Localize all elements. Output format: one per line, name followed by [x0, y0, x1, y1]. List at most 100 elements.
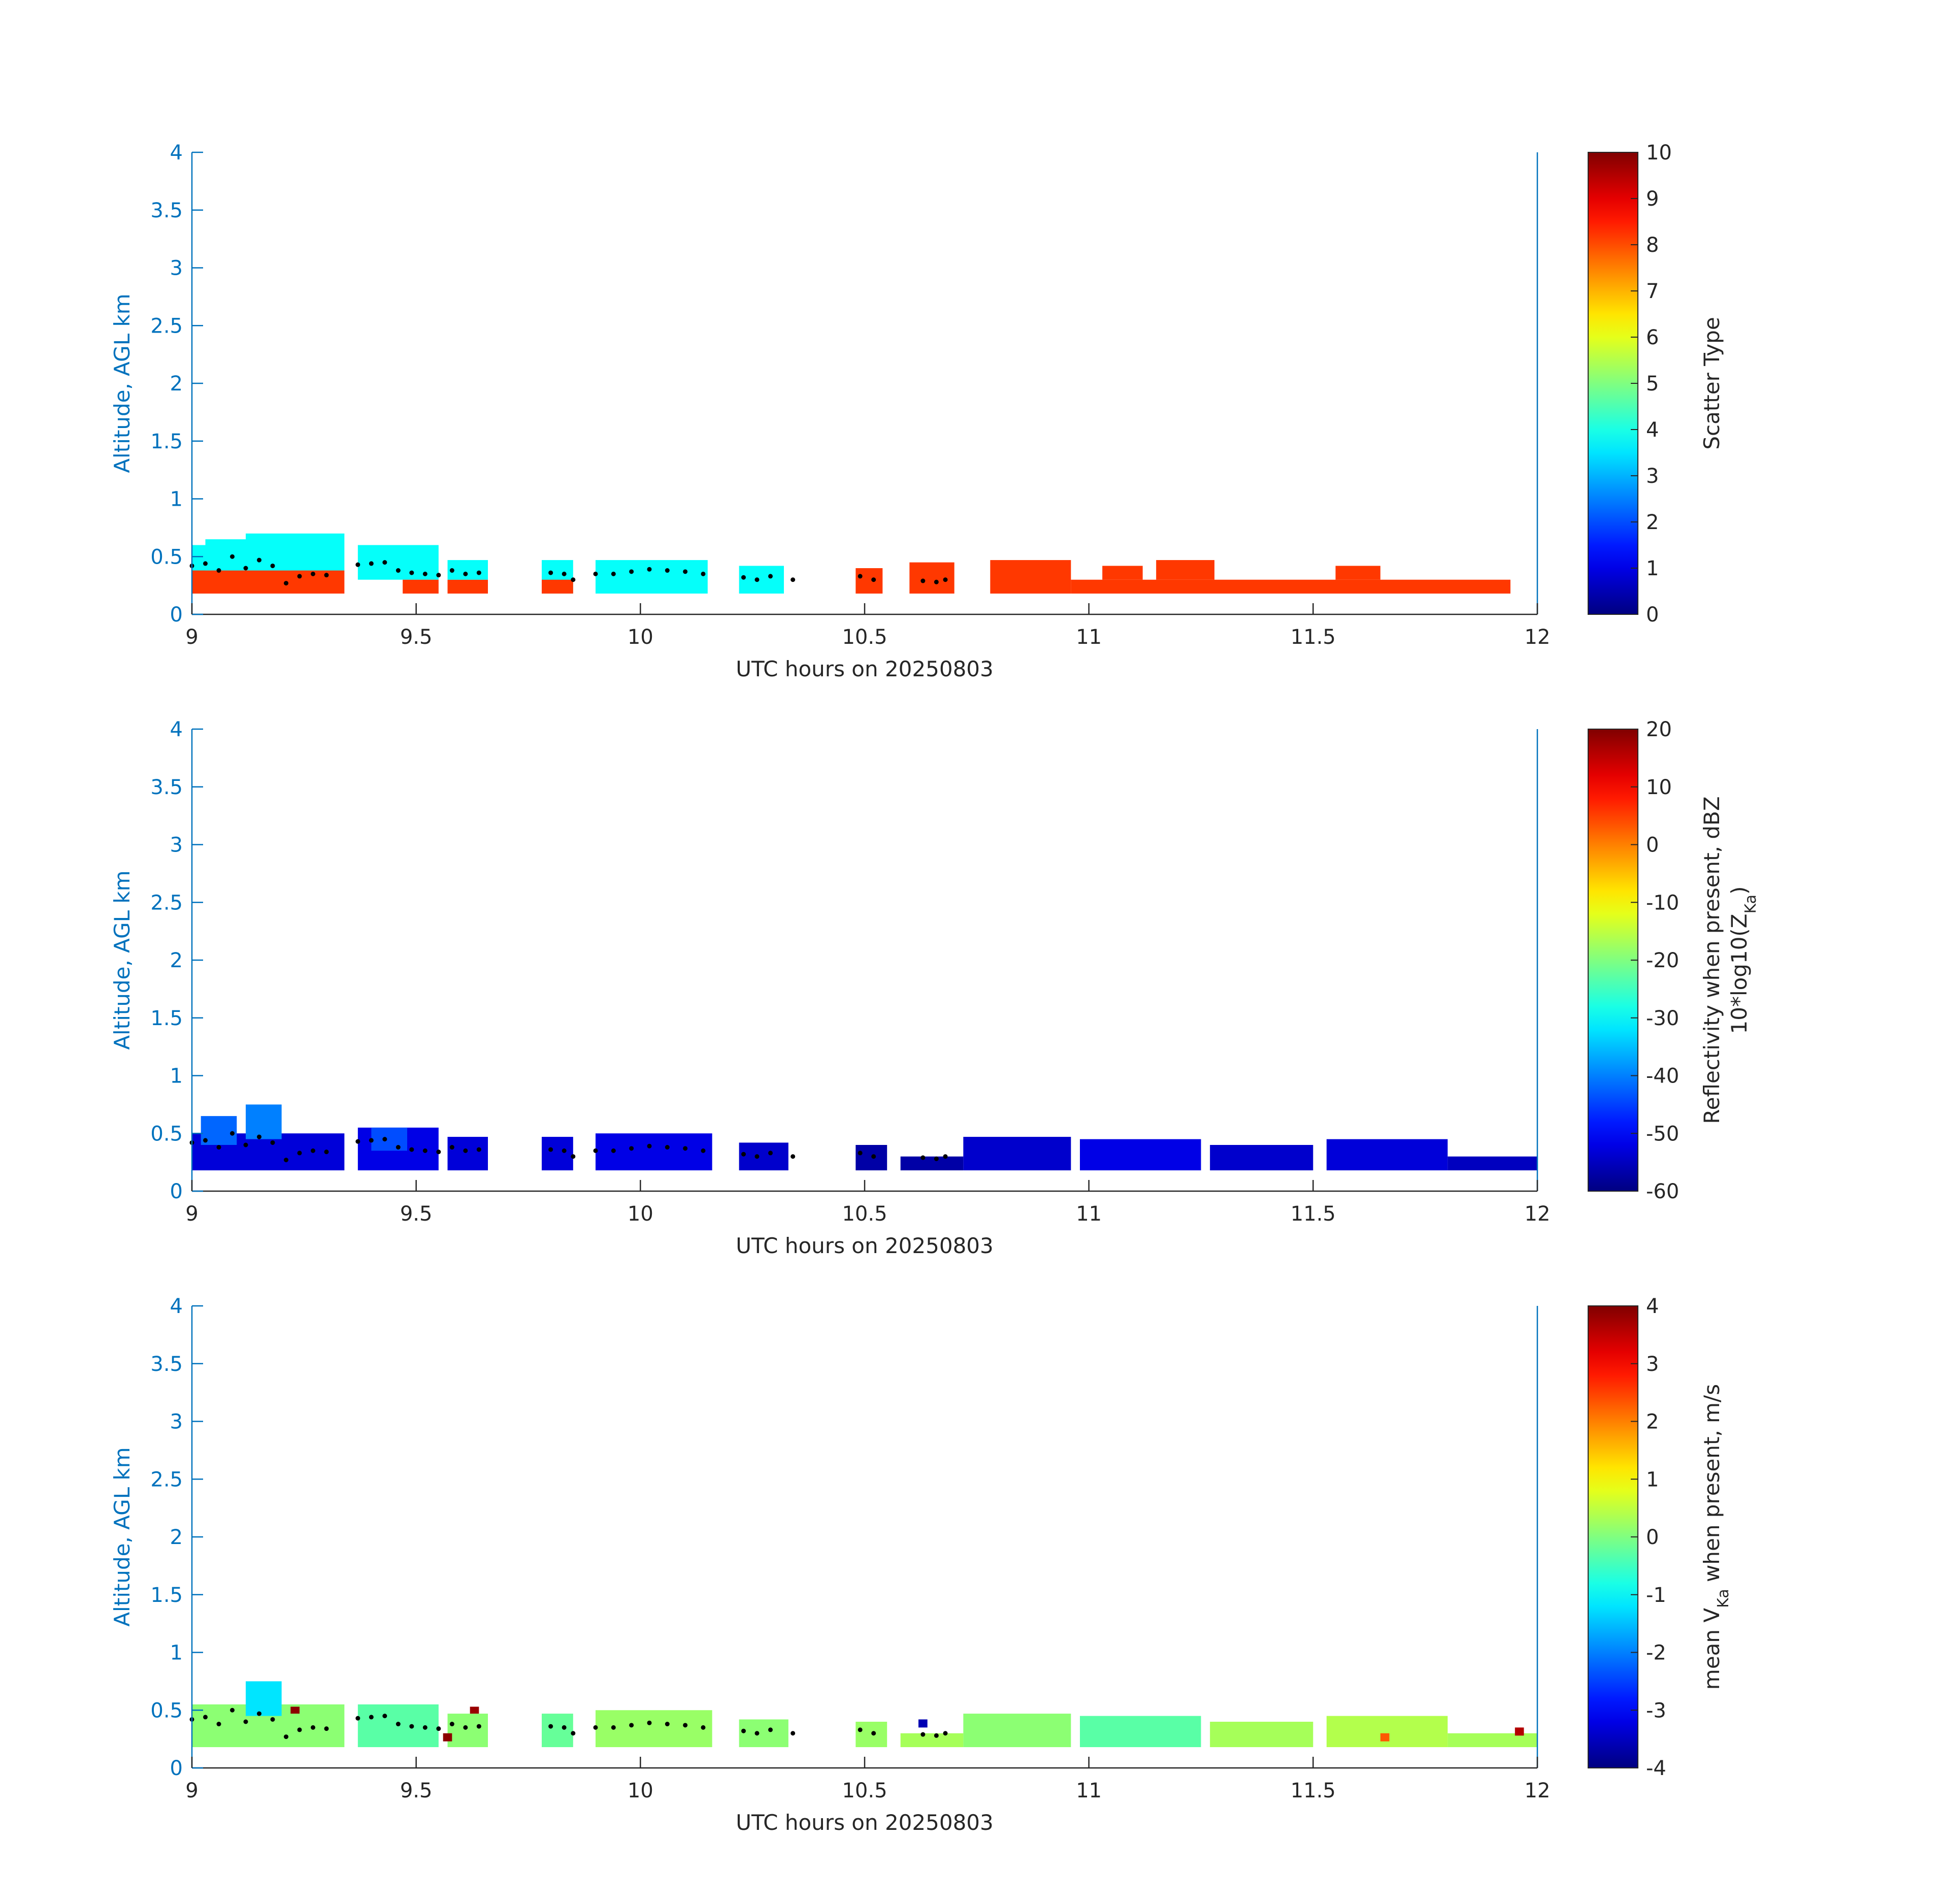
height-dot: [297, 1727, 302, 1732]
height-dot: [369, 1715, 374, 1720]
colorbar-tick-label: 5: [1646, 372, 1659, 396]
height-dot: [396, 568, 401, 573]
x-axis-label: UTC hours on 20250803: [736, 656, 994, 681]
height-dot: [409, 1724, 414, 1729]
height-dot: [629, 1146, 634, 1151]
height-dot: [683, 1146, 688, 1151]
height-dot: [647, 567, 652, 572]
colorbar-label-part: Reflectivity when present, dBZ: [1699, 796, 1724, 1124]
y-axis-label: Altitude, AGL km: [110, 870, 135, 1049]
x-tick-label: 11.5: [1291, 1202, 1336, 1226]
heatmap-cell: [963, 1714, 1071, 1748]
height-dot: [571, 1154, 576, 1159]
height-dot: [409, 570, 414, 575]
colorbar-tick-label: 10: [1646, 776, 1672, 799]
height-dot: [436, 573, 441, 578]
y-tick-label: 1: [170, 488, 183, 511]
height-dot: [369, 561, 374, 566]
height-dot: [647, 1143, 652, 1148]
colorbar-tick-label: 2: [1646, 1410, 1659, 1434]
colorbar-tick-label: 3: [1646, 1353, 1659, 1376]
colorbar-tick-label: 1: [1646, 557, 1659, 580]
x-tick-label: 12: [1525, 1202, 1551, 1226]
colorbar-tick-label: -1: [1646, 1584, 1666, 1607]
x-tick-label: 9.5: [400, 1202, 433, 1226]
y-tick-label: 1: [170, 1065, 183, 1088]
height-dot: [741, 1152, 746, 1157]
height-dot: [257, 1711, 261, 1716]
x-tick-label: 11: [1076, 1202, 1102, 1226]
height-dot: [436, 1726, 441, 1731]
colorbar-tick-label: 0: [1646, 834, 1659, 857]
colorbar-tick-label: 20: [1646, 718, 1672, 741]
height-dot: [463, 571, 468, 576]
colorbar: [1588, 729, 1638, 1192]
colorbar-label-part: when present, m/s: [1699, 1384, 1724, 1589]
heatmap-cell: [1210, 1722, 1313, 1748]
colorbar-label-part: 10*log10(Z: [1727, 913, 1752, 1034]
y-axis-label: Altitude, AGL km: [110, 293, 135, 473]
height-dot: [476, 570, 481, 575]
colorbar-tick-label: 9: [1646, 187, 1659, 211]
y-tick-label: 0: [170, 1180, 183, 1203]
heatmap-cell: [542, 1137, 573, 1171]
heatmap-cell: [1071, 579, 1510, 594]
heatmap-cell: [1447, 1156, 1537, 1171]
height-dot: [593, 1725, 598, 1730]
height-dot: [436, 1150, 441, 1155]
height-dot: [311, 1148, 315, 1153]
x-tick-label: 11.5: [1291, 626, 1336, 649]
heatmap-cell: [246, 570, 345, 594]
y-tick-label: 4: [170, 141, 183, 165]
colorbar-label-part: Ka: [1742, 895, 1760, 914]
heatmap-cell: [290, 1706, 300, 1714]
heatmap-cell: [739, 1719, 788, 1748]
heatmap-cell: [900, 1733, 964, 1748]
colorbar-tick-label: 2: [1646, 511, 1659, 534]
height-dot: [611, 1148, 616, 1153]
x-tick-label: 10.5: [842, 1202, 887, 1226]
height-dot: [548, 1724, 553, 1729]
heatmap-cell: [246, 1104, 282, 1139]
x-axis-label: UTC hours on 20250803: [736, 1810, 994, 1835]
heatmap-cell: [1080, 1139, 1201, 1171]
height-dot: [203, 561, 208, 566]
height-dot: [257, 1134, 261, 1139]
height-dot: [562, 1148, 567, 1153]
heatmap-cell: [403, 579, 439, 594]
x-tick-label: 12: [1525, 1779, 1551, 1802]
heatmap-cell: [909, 562, 954, 594]
x-tick-label: 10: [628, 1779, 653, 1802]
height-dot: [396, 1145, 401, 1150]
x-axis-label: UTC hours on 20250803: [736, 1233, 994, 1258]
height-dot: [476, 1147, 481, 1152]
height-dot: [665, 1722, 670, 1727]
y-tick-label: 3.5: [150, 199, 183, 222]
colorbar-label: mean VKa when present, m/s: [1699, 1384, 1732, 1690]
height-dot: [382, 1714, 387, 1719]
height-dot: [243, 1719, 248, 1724]
height-dot: [324, 1726, 329, 1731]
height-dot: [871, 577, 876, 582]
colorbar-tick-label: -2: [1646, 1642, 1666, 1665]
height-dot: [701, 571, 706, 576]
height-dot: [230, 1708, 235, 1713]
height-dot: [593, 571, 598, 576]
x-tick-label: 10: [628, 626, 653, 649]
height-dot: [562, 1725, 567, 1730]
heatmap-cell: [1335, 566, 1380, 580]
x-tick-label: 9: [185, 1202, 198, 1226]
height-dot: [701, 1148, 706, 1153]
y-tick-label: 3: [170, 1410, 183, 1434]
height-dot: [324, 1150, 329, 1155]
height-dot: [791, 1731, 796, 1736]
heatmap-cell: [447, 1714, 488, 1748]
x-tick-label: 11.5: [1291, 1779, 1336, 1802]
height-dot: [284, 581, 288, 586]
heatmap-cell: [855, 568, 883, 594]
colorbar-label-subscript: Ka: [1715, 1589, 1732, 1608]
height-dot: [791, 577, 796, 582]
colorbar-tick-label: -30: [1646, 1007, 1679, 1030]
heatmap-cell: [542, 579, 573, 594]
